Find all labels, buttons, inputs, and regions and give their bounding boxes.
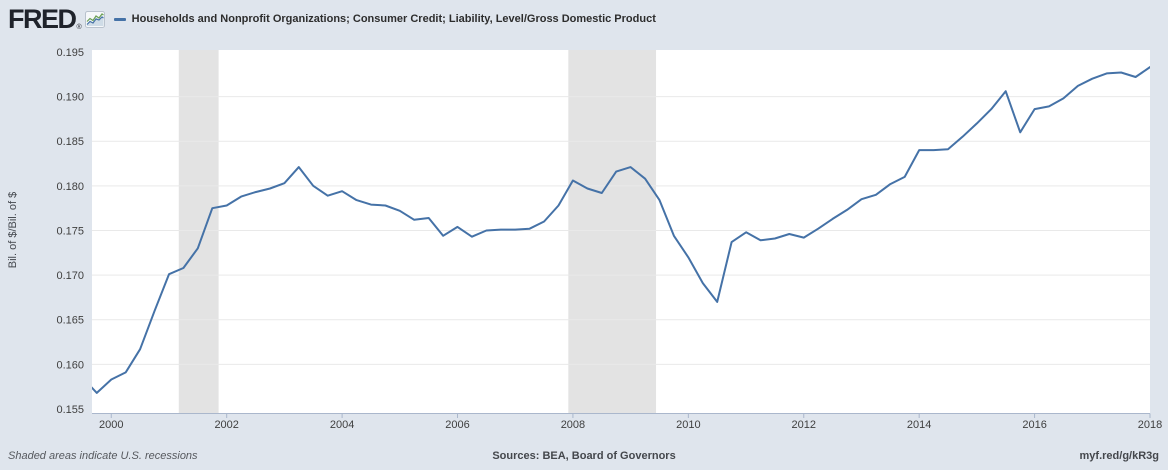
x-axis-tick-label: 2018 (1138, 419, 1162, 431)
y-axis-tick-label: 0.165 (56, 315, 84, 327)
y-axis-tick-label: 0.190 (56, 92, 84, 104)
fred-logo-text: FRED (8, 3, 77, 34)
y-axis-tick-label: 0.180 (56, 181, 84, 193)
fred-logo-chart-icon (84, 10, 105, 28)
legend: Households and Nonprofit Organizations; … (113, 13, 656, 25)
x-axis-tick-label: 2008 (561, 419, 585, 431)
x-axis-tick-label: 2012 (792, 419, 816, 431)
y-axis-tick-label: 0.175 (56, 225, 84, 237)
legend-line-swatch (113, 17, 126, 21)
chart-header: FRED ® Households and Nonprofit Organiza… (0, 0, 1168, 38)
recession-note: Shaded areas indicate U.S. recessions (8, 450, 198, 462)
y-axis-tick-label: 0.170 (56, 270, 84, 282)
x-axis-tick-label: 2006 (445, 419, 469, 431)
legend-series-label: Households and Nonprofit Organizations; … (131, 13, 656, 25)
y-axis-tick-label: 0.195 (56, 47, 84, 59)
sources-caption: Sources: BEA, Board of Governors (492, 450, 676, 462)
x-axis-tick-label: 2014 (907, 419, 931, 431)
y-axis-tick-label: 0.160 (56, 359, 84, 371)
y-axis-tick-label: 0.155 (56, 404, 84, 416)
x-axis-tick-label: 2016 (1022, 419, 1046, 431)
x-axis-tick-label: 2000 (99, 419, 123, 431)
x-axis-tick-label: 2002 (214, 419, 238, 431)
recession-band (568, 50, 657, 413)
short-url: myf.red/g/kR3g (1079, 450, 1159, 462)
recession-band (178, 50, 219, 413)
data-line (92, 66, 1150, 394)
x-axis-tick-label: 2004 (330, 419, 354, 431)
fred-logo[interactable]: FRED ® (8, 3, 105, 34)
registered-trademark-icon: ® (76, 23, 82, 31)
x-axis-tick-label: 2010 (676, 419, 700, 431)
y-axis-tick-label: 0.185 (56, 136, 84, 148)
chart-footer: Shaded areas indicate U.S. recessions So… (0, 446, 1168, 466)
